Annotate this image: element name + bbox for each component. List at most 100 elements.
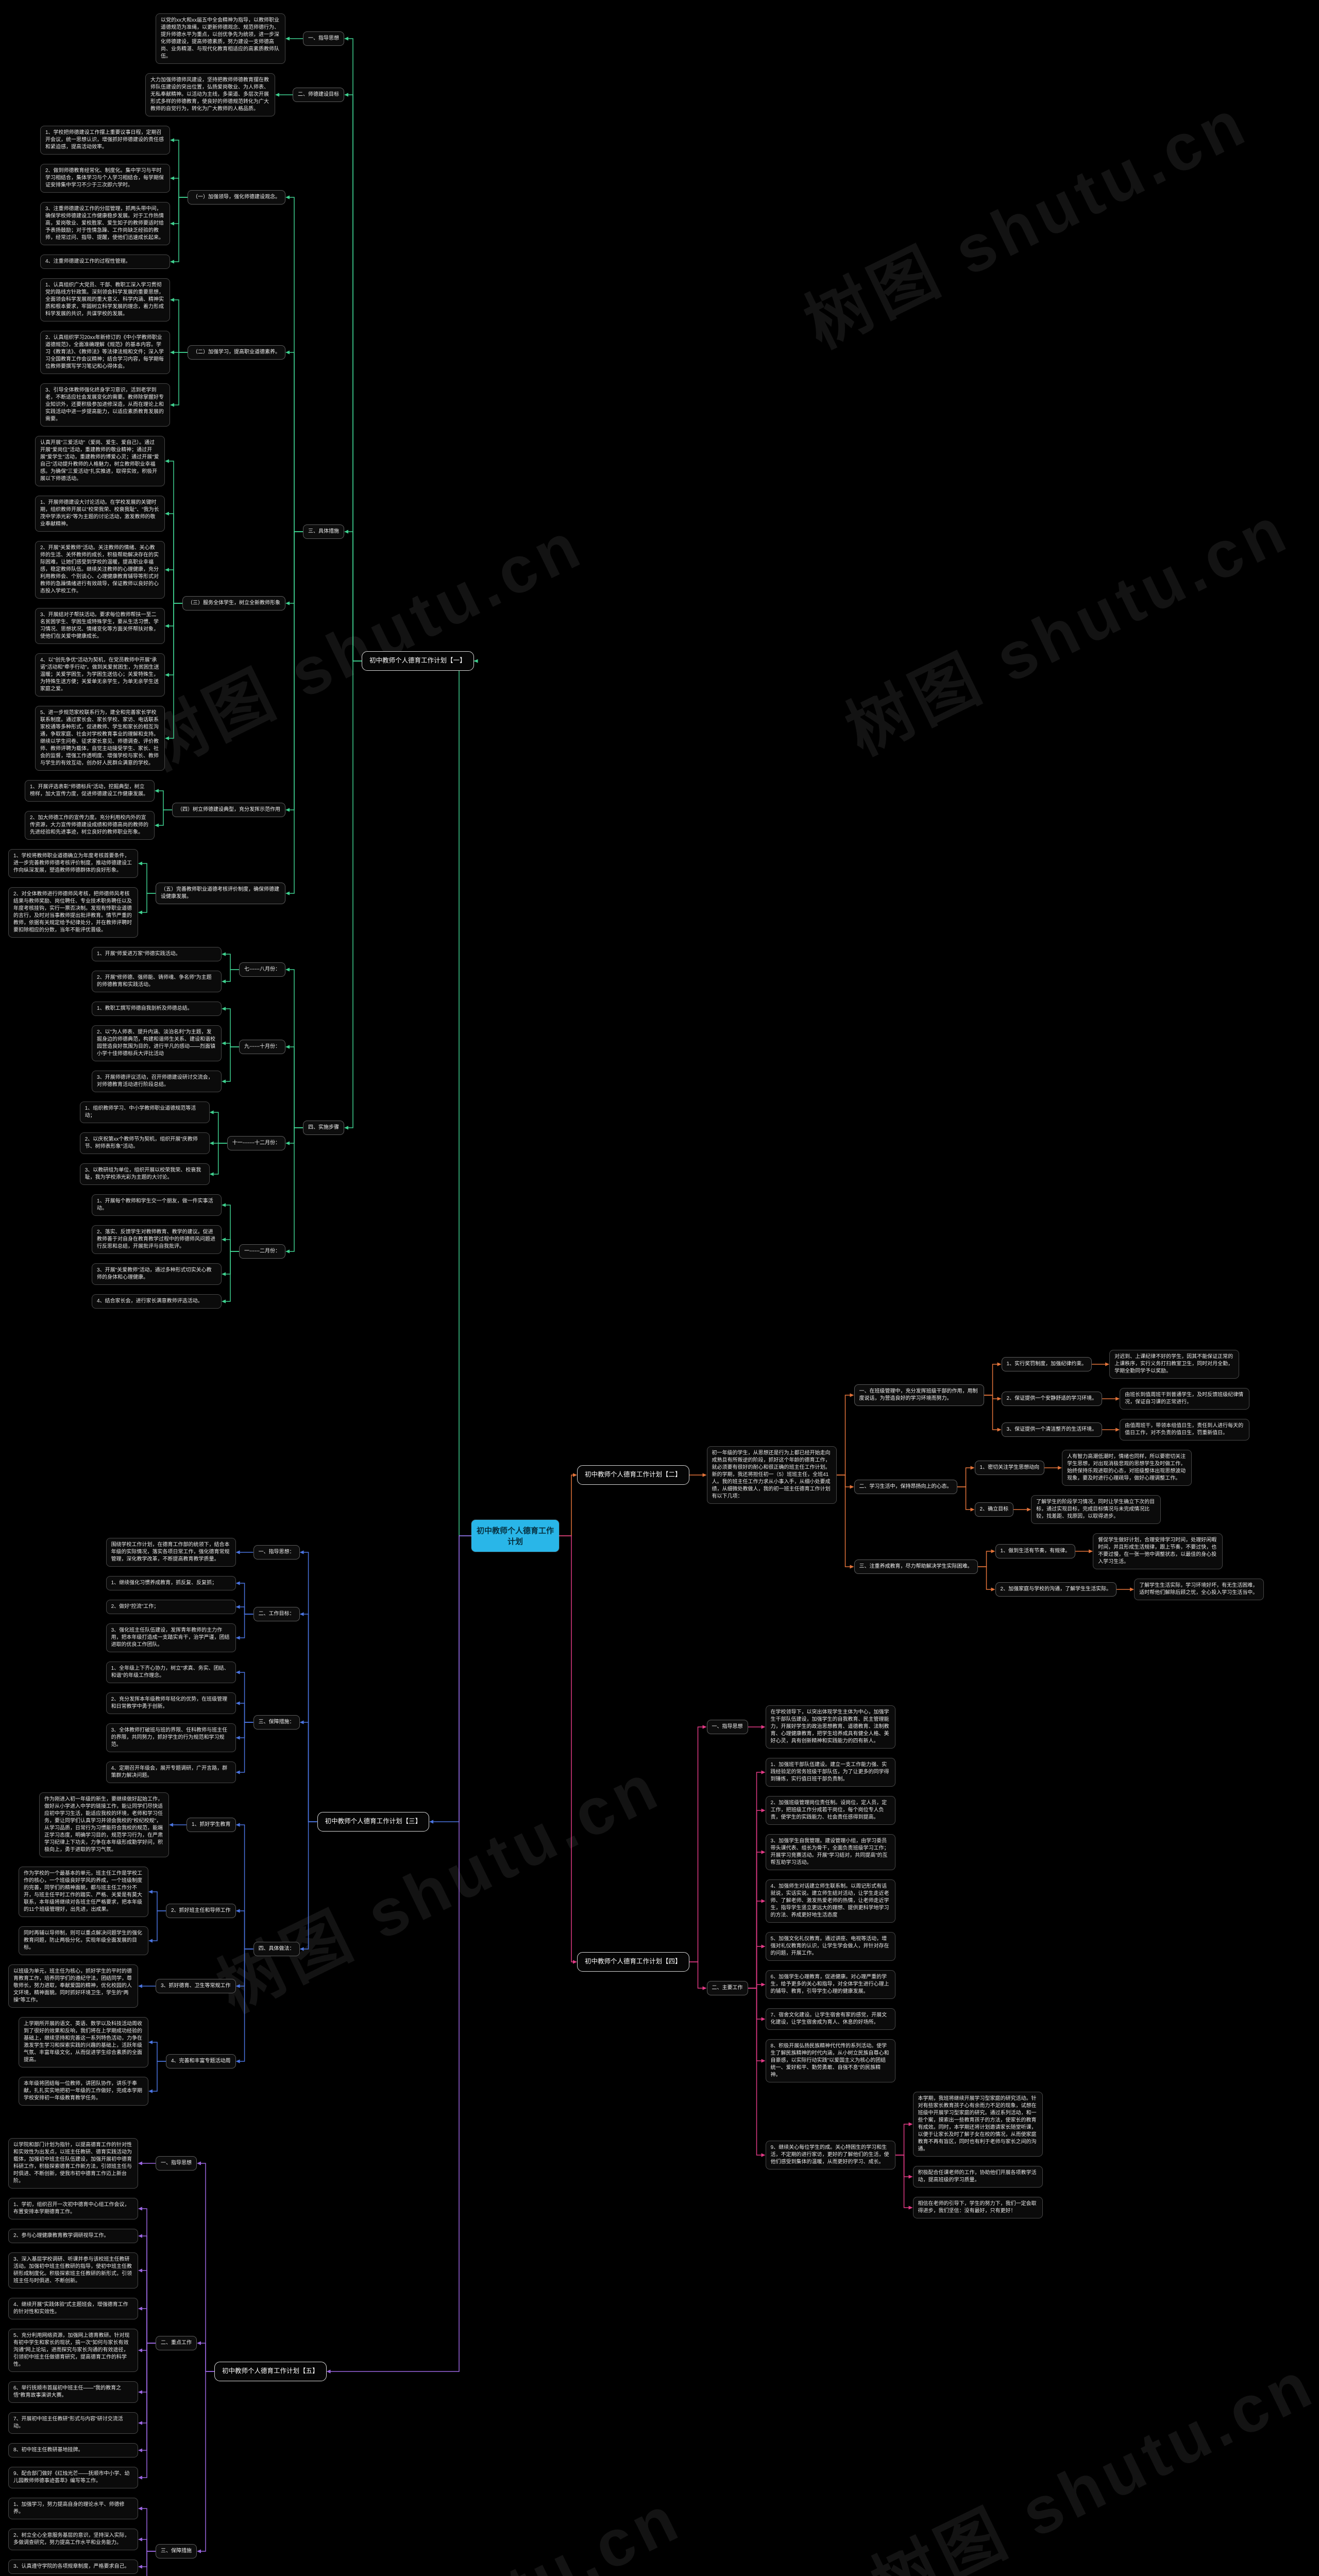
text-node[interactable]: 2、认真组织学习20xx年新修订的《中小学教师职业道德规范》，全面准确理解《规范…	[40, 331, 170, 374]
text-node[interactable]: 同时再辅以导师制，则可以重点解决问题学生的强化教育问题，防止两极分化，实现年级全…	[19, 1926, 148, 1955]
text-node[interactable]: 督促学生做好计划，合理安排学习时间，处理好闲暇时间，并且形成生活规律，跟上节奏，…	[1093, 1533, 1223, 1569]
section-node[interactable]: 三、注重养成教育，尽力帮助解决学生实际困难。	[854, 1560, 978, 1574]
text-node[interactable]: 2、落实、反馈学生对教师教育、教学的建议。促进教师善于对自身在教育教学过程中的师…	[92, 1225, 222, 1254]
section-node[interactable]: （二）加强学习，提高职业道德素养。	[188, 345, 285, 360]
section-node[interactable]: 2、抓好班主任和导师工作	[166, 1904, 236, 1918]
section-node[interactable]: 2、保证提供一个安静舒适的学习环境。	[1001, 1392, 1103, 1406]
section-node[interactable]: 2、确立目标	[974, 1502, 1014, 1517]
text-node[interactable]: 2、以"为人师表、提升内涵、淡泊名利"为主题，发掘身边的师德典范，构建和谐师生关…	[92, 1025, 222, 1061]
topic-node[interactable]: 初中教师个人德育工作计划【三】	[317, 1812, 430, 1832]
text-node[interactable]: 作为刚进入初一年级的新生，要继续做好起始工作，做好从小学进入中学的链接工作，能让…	[39, 1792, 169, 1857]
text-node[interactable]: 2、参与心理健康教育教学调研视导工作。	[8, 2229, 138, 2243]
text-node[interactable]: 4、以"创先争优"活动为契机，在党员教师中开展"承诺"活动和"牵手行动"。做到关…	[35, 653, 165, 697]
section-node[interactable]: 三、保障措施	[156, 2544, 197, 2558]
section-node[interactable]: 二、主要工作	[706, 1981, 748, 1995]
text-node[interactable]: 1、全年级上下齐心协力，树立"求真、务实、团结、和谐"的年级工作理念。	[106, 1662, 236, 1683]
text-node[interactable]: 7、宿舍文化建设。让学生宿舍有家的感觉，开展文化建设，让学生宿舍成为育人、休息的…	[765, 2008, 895, 2030]
text-node[interactable]: 2、做好"控流"工作；	[106, 1600, 236, 1614]
text-node[interactable]: 3、开展"关爱教师"活动，通过多种形式切实关心教师的身体和心理健康。	[92, 1263, 222, 1285]
section-node[interactable]: 四、实施步骤	[303, 1121, 344, 1135]
text-node[interactable]: 3、认真遵守学院的各项规章制度，严格要求自己。	[8, 2560, 138, 2574]
text-node[interactable]: 3、以教研组为单位，组织开展以校荣我荣、校衰我耻，我为学校添光彩为主题的大讨论。	[79, 1163, 210, 1185]
text-node[interactable]: 4、继续开展"实践体验"式主题班会，增强德育工作的针对性和实效性。	[8, 2298, 138, 2319]
text-node[interactable]: 3、开展师德评议活动，召开师德建设研讨交流会，对师德教育活动进行阶段总结。	[92, 1071, 222, 1092]
text-node[interactable]: 3、开展结对子帮扶活动。要求每位教师帮扶一至二名贫困学生、学困生或特殊学生，要从…	[35, 608, 165, 644]
section-node[interactable]: 3、保证提供一个清洁整齐的生活环境。	[1001, 1422, 1103, 1437]
section-node[interactable]: 九------十月份：	[239, 1040, 285, 1054]
section-node[interactable]: 3、抓好德育、卫生等常规工作	[156, 1979, 236, 1993]
text-node[interactable]: 1、继续强化习惯养成教育，抓反复、反复抓；	[106, 1576, 236, 1590]
text-node[interactable]: 由值周班干，带领本组值日生，责任到人进行每天的值日工作，对不负责的值日生，罚重新…	[1120, 1419, 1250, 1440]
section-node[interactable]: （五）完善教师职业道德考核评价制度，确保师德建设健康发展。	[156, 883, 285, 904]
topic-node[interactable]: 初中教师个人德育工作计划【二】	[577, 1465, 689, 1485]
text-node[interactable]: 4、加强师生对话建立师生联系制。以周记形式有话就说，实话实说。建立师生结对活动，…	[765, 1879, 895, 1923]
section-node[interactable]: 三、具体措施	[303, 524, 344, 539]
text-node[interactable]: 2、充分发挥本年级教师年轻化的优势，在班级管理和日常教学中勇于创新。	[106, 1692, 236, 1714]
text-node[interactable]: 3、加强学生自我管理。建设管理小组，由学习委员带头课代表、组长为骨干，全面负责班…	[765, 1834, 895, 1870]
text-node[interactable]: 5、进一步规范家校联系行为，建全和完善家长学校联系制度。通过家长会、家长学校、家…	[35, 706, 165, 771]
text-node[interactable]: 2、加大师德工作的宣传力度。充分利用校内外的宣传资源，大力宣传师德建设成绩和师德…	[25, 811, 155, 840]
text-node[interactable]: 作为学校的一个最基本的单元，班主任工作是学校工作的核心，一个班级良好学风的养成，…	[19, 1867, 148, 1917]
text-node[interactable]: 1、开展师德建设大讨论活动。在学校发展的关键时期，组织教师开展以"校荣我荣、校衰…	[35, 496, 165, 532]
text-node[interactable]: 9、继续关心每位学生的成。关心特困生的学习和生活，不定期的进行家访，更好的了解他…	[765, 2141, 895, 2170]
text-node[interactable]: 认真开展"三爱活动"（爱岗、爱生、爱自己）。通过开展"爱岗位"活动，重建教师的敬…	[35, 436, 165, 486]
section-node[interactable]: 四、具体做法：	[253, 1942, 300, 1956]
text-node[interactable]: 1、加强班干部队伍建设。建立一支工作能力强、实践经验足的常务班级干部队伍，为了让…	[765, 1758, 895, 1787]
section-node[interactable]: 一、在班级管理中，充分发挥班级干部的作用，用制度说话，为营造良好的学习环境而努力…	[854, 1384, 984, 1406]
text-node[interactable]: 8、初中班主任教研基地挂牌。	[8, 2443, 138, 2458]
text-node[interactable]: 1、开展"师爱进万家"师德实践活动。	[92, 947, 222, 961]
text-node[interactable]: 2、加强班级管理岗位责任制。设岗位，定人员，定工作，把班级工作分成若干岗位，每个…	[765, 1796, 895, 1825]
section-node[interactable]: 1、密切关注学生思想动向	[974, 1461, 1045, 1475]
section-node[interactable]: 十一-------十二月份：	[227, 1136, 285, 1150]
text-node[interactable]: 4、结合家长会，进行家长满意教师评选活动。	[92, 1294, 222, 1309]
text-node[interactable]: 4、定期召开年级会，展开专题调研，广开言路，群策群力解决问题。	[106, 1761, 236, 1783]
text-node[interactable]: 以党的xx大和xx届五中全会精神为指导，以教师职业道德规范为准绳，以更新师德观念…	[156, 13, 285, 64]
text-node[interactable]: 以学院和部门计划为指针，以提高德育工作的针对性和实效性为出发点，以班主任教研、德…	[8, 2138, 138, 2189]
topic-node[interactable]: 初中教师个人德育工作计划【一】	[362, 651, 474, 671]
text-node[interactable]: 2、以庆祝第xx个教师节为契机，组织开展"庆教师节、树师表形象"活动。	[79, 1132, 210, 1154]
text-node[interactable]: 了解学生的阶段学习情况，同时让学生确立下次的目标，通过实现目标，完成目标情况与未…	[1031, 1495, 1161, 1524]
section-node[interactable]: 二、重点工作	[156, 2336, 197, 2350]
text-node[interactable]: 2、开展"修师德、强师能、铸师魂、争名师"为主题的师德教育和实践活动。	[92, 971, 222, 992]
section-node[interactable]: 1、做到生活有节奏，有规律。	[995, 1544, 1076, 1558]
text-node[interactable]: 1、教职工撰写师德自我剖析及师德总结。	[92, 1002, 222, 1016]
section-node[interactable]: 2、加强家庭与学校的沟通，了解学生生活实际。	[995, 1582, 1117, 1597]
section-node[interactable]: 一、指导思想：	[253, 1545, 300, 1560]
text-node[interactable]: 1、学校将教师职业道德确立为年度考核首要条件，进一步完善教师师德考核评价制度，推…	[8, 849, 138, 878]
section-node[interactable]: 1、实行奖罚制度，加强纪律约束。	[1001, 1357, 1092, 1371]
text-node[interactable]: 3、全体教师打破班与班的界限、任科教师与班主任的界限，共同努力，抓好学生的行为规…	[106, 1723, 236, 1752]
text-node[interactable]: 2、开展"关爱教师"活动。关注教师的情绪、关心教师的生活、关怀教师的成长，积极帮…	[35, 541, 165, 599]
section-node[interactable]: 一、指导思想	[156, 2156, 197, 2171]
text-node[interactable]: 6、举行抚顺市首届初中班主任——"我的教育之悟"教育故事演讲大赛。	[8, 2381, 138, 2403]
section-node[interactable]: 1、抓好学生教育	[187, 1818, 236, 1832]
text-node[interactable]: 人有智力高潮低潮时，情绪也同样，所以要密切关注学生思想，对出现消极悲观的思想学生…	[1062, 1450, 1192, 1486]
text-node[interactable]: 1、认真组织广大党员、干部、教职工深入学习贯彻党的路线方针政策。深刻领会科学发展…	[40, 278, 170, 321]
topic-node[interactable]: 初中教师个人德育工作计划【五】	[214, 2362, 327, 2381]
text-node[interactable]: 5、充分利用网络资源，加强网上德育教研。针对现有初中学生和家长的现状，搞一次"如…	[8, 2329, 138, 2372]
section-node[interactable]: 二、学习生活中，保持昂扬向上的心态。	[854, 1480, 957, 1494]
text-node[interactable]: 1、学校把师德建设工作摆上重要议事日程，定期召开会议，统一思想认识，增强抓好师德…	[40, 126, 170, 155]
text-node[interactable]: 3、强化班主任队伍建设，发挥青年教师的主力作用，把本年级打造成一支踏实肯干，治学…	[106, 1623, 236, 1652]
text-node[interactable]: 1、开展每个教师和学生交一个朋友，做一件实事活动。	[92, 1194, 222, 1216]
text-node[interactable]: 积极配合任课老师的工作，协助他们开展各项教学活动，提高班级的学习质量。	[912, 2166, 1043, 2188]
text-node[interactable]: 1、组织教师学习、中小学教师职业道德规范等活动；	[79, 1101, 210, 1123]
text-node[interactable]: 了解学生生活实际，学习环境好坏，有无生活困难，适时帮他们解除后顾之忧，全心投入学…	[1134, 1579, 1264, 1600]
topic-node[interactable]: 初中教师个人德育工作计划【四】	[577, 1952, 689, 1972]
text-node[interactable]: 1、学初，组织召开一次初中德育中心组工作会议，布置安排本学期德育工作。	[8, 2198, 138, 2219]
text-node[interactable]: 1、加强学习，努力提高自身的理论水平、师德修养。	[8, 2498, 138, 2519]
text-node[interactable]: 3、注重师德建设工作的分层管理，抓两头带中间，确保学校师德建设工作健康稳步发展。…	[40, 202, 170, 245]
section-node[interactable]: 一、指导思想	[303, 31, 344, 46]
center-topic[interactable]: 初中教师个人德育工作计划	[471, 1520, 559, 1552]
section-node[interactable]: 三、保障措施：	[253, 1715, 300, 1730]
section-node[interactable]: （一）加强领导，强化师德建设观念。	[188, 190, 285, 205]
text-node[interactable]: 3、引导全体教师强化终身学习意识，活到老学到老，不断适应社会发展变化的需要。教师…	[40, 383, 170, 427]
text-node[interactable]: 以班级为单元，班主任为核心，抓好学生的平时的德育教育工作，培养同学们的遵纪守法，…	[8, 1964, 138, 2008]
text-node[interactable]: 2、树立全心全意服务基层的意识，坚持深入实际，多做调查研究，努力提高工作水平和业…	[8, 2529, 138, 2550]
section-node[interactable]: 4、完善和丰富专题活动周	[166, 2054, 236, 2069]
text-node[interactable]: 上学期所开展的语文、英语、数学以及科技活动周收到了很好的效果和反响，我们将在上学…	[19, 2017, 148, 2067]
text-node[interactable]: 在学校领导下，以突出体现学生主体为中心，加强学生干部队伍建设，加强学生的自我教育…	[765, 1705, 895, 1749]
text-node[interactable]: 2、对全体教师进行师德师风考核，把师德师风考核结果与教师奖励、岗位聘任、专业技术…	[8, 887, 138, 938]
text-node[interactable]: 本年级将团结每一位教师，讲团队协作，讲乐于奉献，扎扎实实地把初一年级的工作做好，…	[19, 2077, 148, 2106]
text-node[interactable]: 4、注重师德建设工作的过程性管理。	[40, 255, 170, 269]
text-node[interactable]: 相信在老师的引导下，学生的努力下，我们一定会取得进步，我们坚信：没有最好，只有更…	[912, 2197, 1043, 2218]
